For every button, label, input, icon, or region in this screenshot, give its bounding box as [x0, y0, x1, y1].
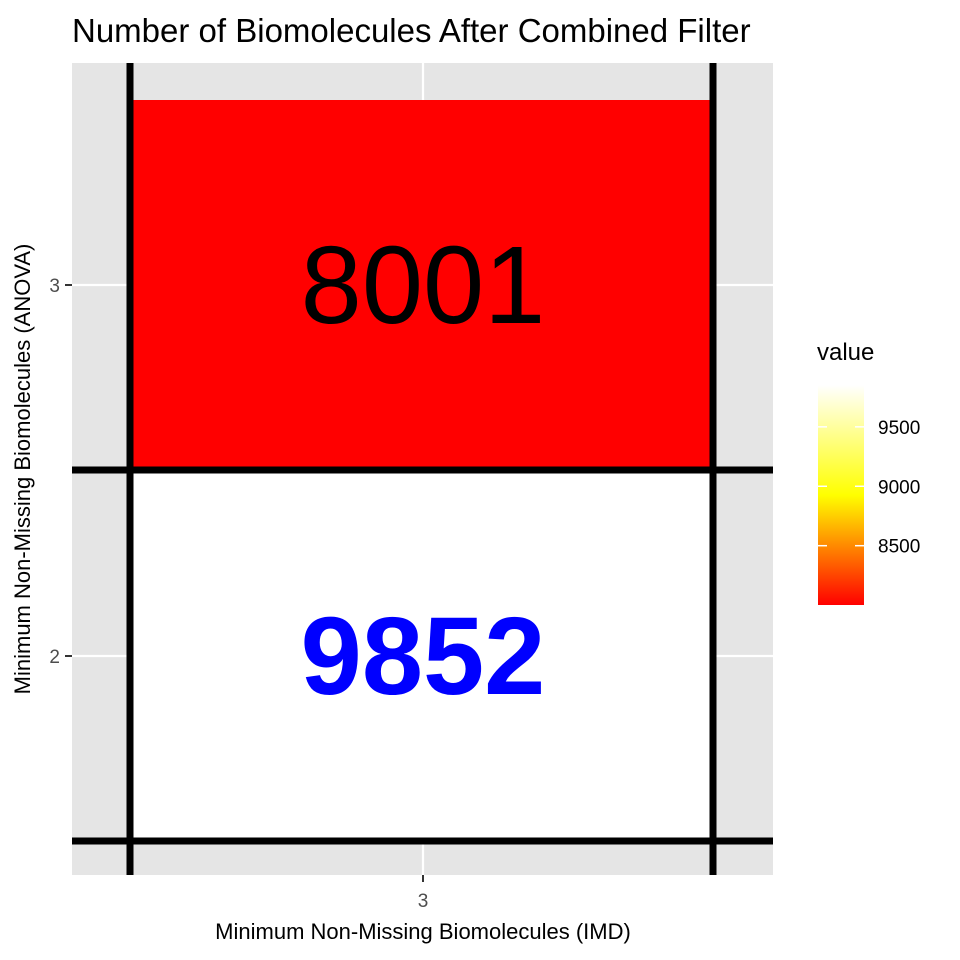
heatmap-cell-3-3	[130, 100, 713, 470]
y-tick-label-3: 3	[49, 276, 60, 297]
heatmap-cell-3-2	[130, 471, 713, 841]
axis-ticks: 2 3 3	[49, 276, 428, 912]
y-axis-label: Minimum Non-Missing Biomolecules (ANOVA)	[10, 244, 35, 695]
cell-label-3-2: 9852	[301, 595, 546, 718]
legend-colorbar	[818, 385, 864, 605]
chart-title: Number of Biomolecules After Combined Fi…	[72, 12, 751, 49]
legend: value 8500 9000 9500	[817, 339, 920, 605]
legend-tick-label-9500: 9500	[878, 418, 920, 439]
x-axis-label: Minimum Non-Missing Biomolecules (IMD)	[215, 919, 631, 944]
y-tick-label-2: 2	[49, 647, 60, 668]
legend-tick-label-8500: 8500	[878, 537, 920, 558]
x-tick-label-3: 3	[418, 891, 429, 912]
legend-tick-label-9000: 9000	[878, 477, 920, 498]
cell-label-3-3: 8001	[301, 224, 546, 347]
cell-borders	[72, 63, 773, 875]
legend-ticks: 8500 9000 9500	[818, 418, 920, 558]
legend-title: value	[817, 339, 874, 366]
heatmap-cells	[130, 100, 713, 841]
cell-labels: 8001 9852	[301, 224, 546, 718]
